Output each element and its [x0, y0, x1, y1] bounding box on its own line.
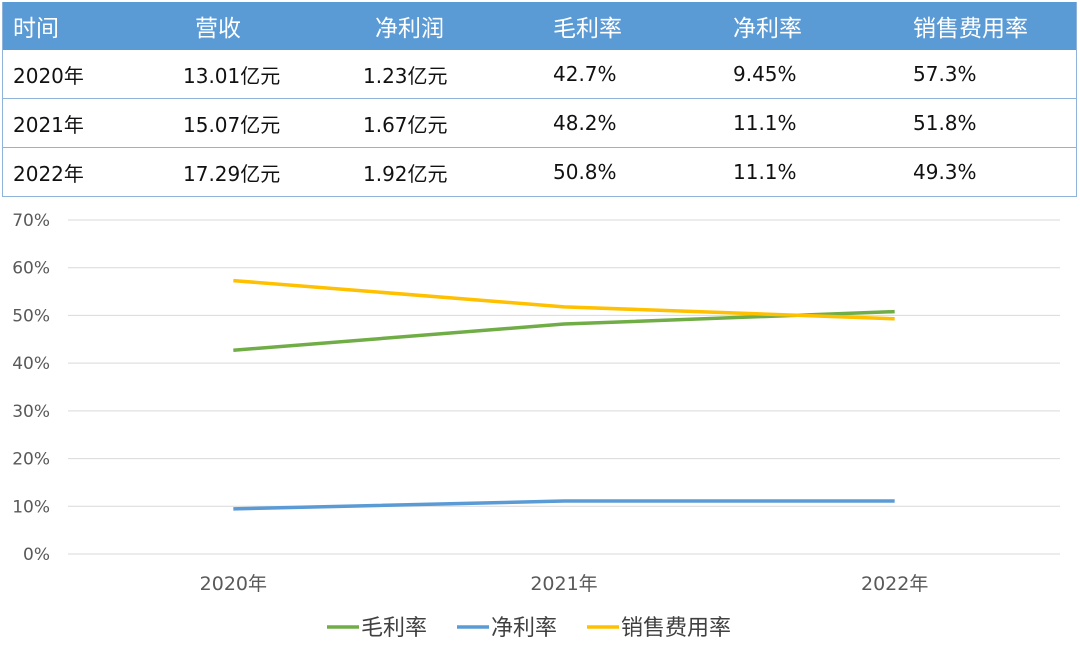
y-tick-label: 60% [12, 259, 50, 279]
table-cell: 13.01亿元 [183, 63, 281, 88]
header-cell-time: 时间 [13, 16, 59, 42]
x-tick-label: 2020年 [200, 573, 267, 595]
table-cell: 50.8% [553, 160, 617, 184]
x-tick-label: 2021年 [530, 573, 597, 595]
table-cell: 1.23亿元 [363, 63, 448, 88]
header-cell-net-profit: 净利润 [375, 16, 444, 42]
series-line [233, 278, 895, 321]
table-cell: 2022年 [13, 161, 84, 186]
line-chart: 0% 10% 20% 30% 40% 50% 60% 70% 2020年 2021年 2022年毛利… [12, 211, 1060, 641]
series-line [233, 309, 895, 353]
table-cell: 11.1% [733, 111, 797, 135]
table-cell: 48.2% [553, 111, 617, 135]
header-cell-sales-expense-ratio: 销售费用率 [913, 16, 1028, 42]
table-cell: 1.67亿元 [363, 112, 448, 137]
y-tick-label: 50% [12, 306, 50, 326]
table-cell: 2021年 [13, 112, 84, 137]
table-cell: 42.7% [553, 62, 617, 86]
y-tick-label: 30% [12, 402, 50, 422]
table-cell: 11.1% [733, 160, 797, 184]
header-cell-net-margin: 净利率 [733, 16, 802, 42]
table-row: 2021年 15.07亿元 1.67亿元 48.2% 11.1% 51.8% [2, 99, 1077, 148]
table-cell: 49.3% [913, 160, 977, 184]
legend-entry: 净利率 [491, 616, 557, 641]
y-tick-label: 20% [12, 450, 50, 470]
table-cell: 1.92亿元 [363, 161, 448, 186]
header-cell-revenue: 营收 [195, 16, 241, 42]
header-cell-gross-margin: 毛利率 [553, 16, 622, 42]
legend-entry: 毛利率 [361, 616, 427, 641]
table-cell: 9.45% [733, 62, 797, 86]
table-cell: 17.29亿元 [183, 161, 281, 186]
legend-entry: 销售费用率 [621, 616, 731, 641]
data-table: 时间 营收 净利润 毛利率 净利率 销售费用率 2020年 13.01亿元 1.… [2, 2, 1077, 197]
table-cell: 15.07亿元 [183, 112, 281, 137]
table-cell: 51.8% [913, 111, 977, 135]
table-header-row: 时间 营收 净利润 毛利率 净利率 销售费用率 [2, 2, 1077, 50]
y-tick-label: 40% [12, 354, 50, 374]
y-tick-label: 0% [23, 545, 50, 565]
series-line [233, 499, 895, 511]
x-tick-label: 2022年 [861, 573, 928, 595]
table-row: 2020年 13.01亿元 1.23亿元 42.7% 9.45% 57.3% [2, 50, 1077, 99]
table-row: 2022年 17.29亿元 1.92亿元 50.8% 11.1% 49.3% [2, 148, 1077, 197]
y-tick-label: 10% [12, 497, 50, 517]
y-tick-label: 70% [12, 211, 50, 231]
table-cell: 2020年 [13, 63, 84, 88]
table-cell: 57.3% [913, 62, 977, 86]
